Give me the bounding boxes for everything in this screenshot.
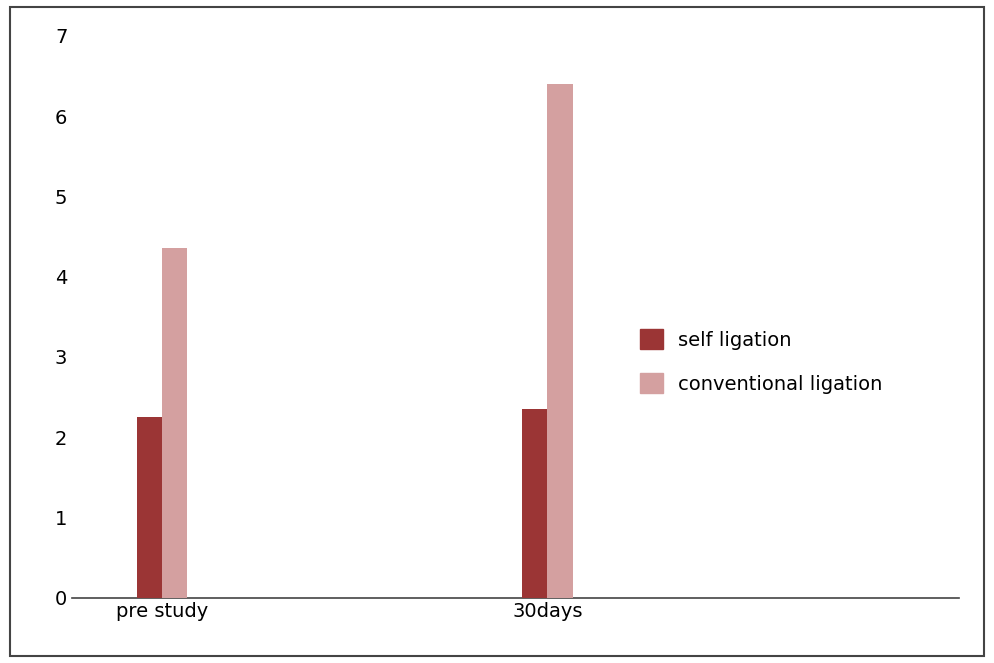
Bar [162, 249, 187, 597]
Legend: self ligation, conventional ligation: self ligation, conventional ligation [632, 322, 891, 402]
Bar [137, 417, 162, 597]
Bar [523, 409, 548, 597]
Bar [548, 84, 573, 597]
